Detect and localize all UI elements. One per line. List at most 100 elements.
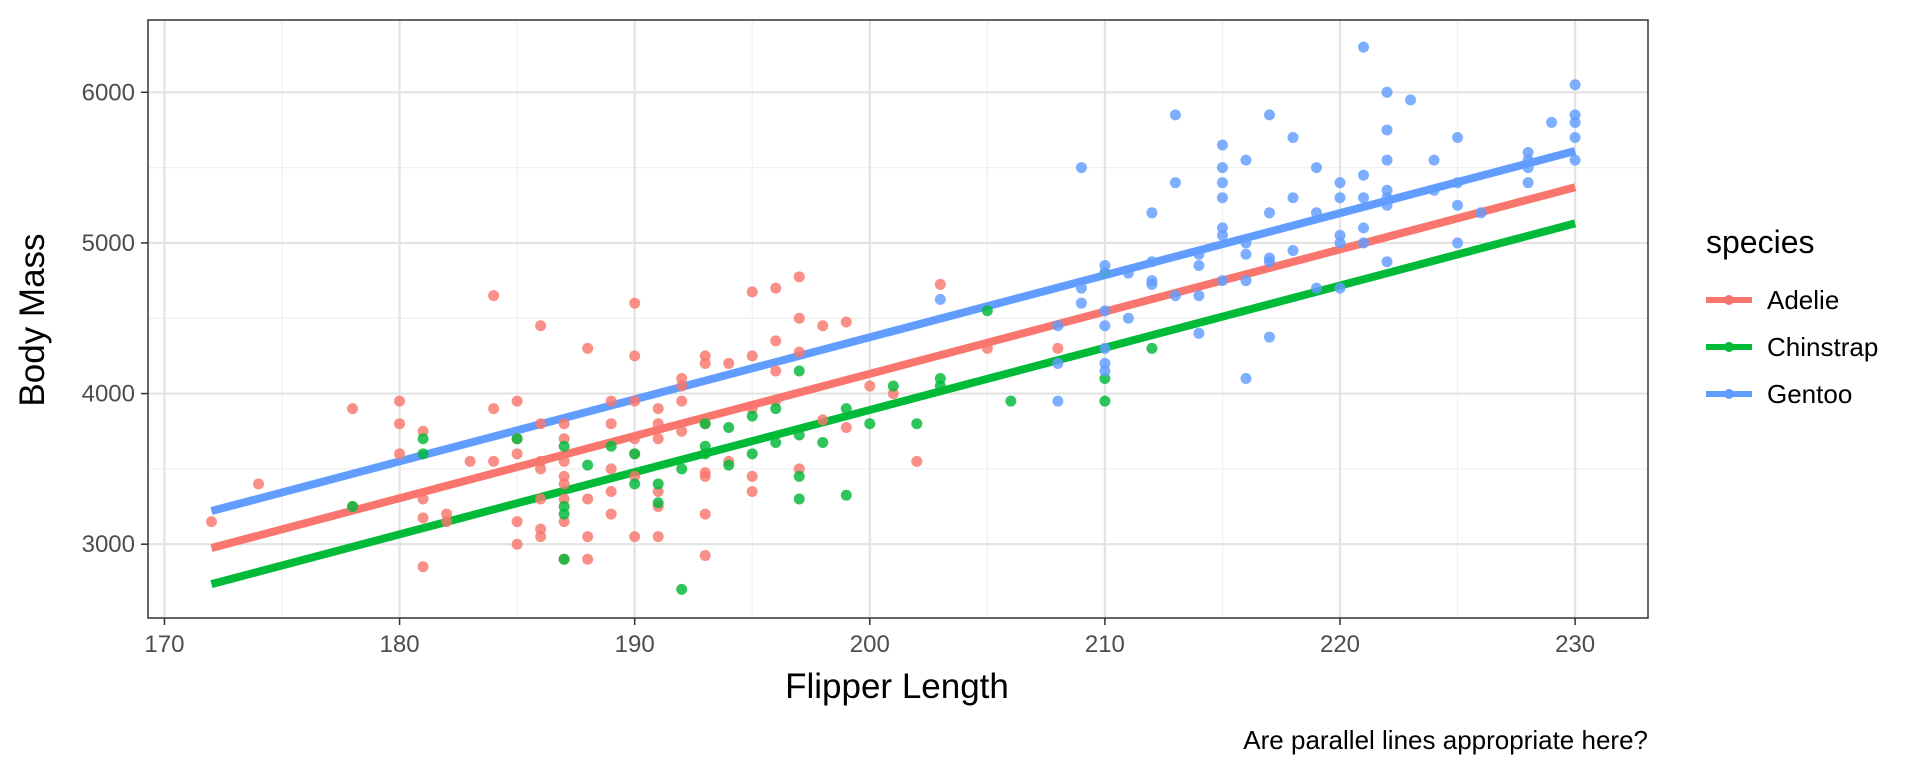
point-adelie — [817, 414, 829, 426]
point-adelie — [746, 403, 758, 415]
point-gentoo — [1216, 162, 1228, 174]
point-adelie — [605, 463, 617, 475]
point-chinstrap — [911, 418, 923, 430]
point-adelie — [605, 485, 617, 497]
point-adelie — [652, 485, 664, 497]
point-adelie — [629, 395, 641, 407]
point-adelie — [652, 403, 664, 415]
legend-item-chinstrap: Chinstrap — [1706, 332, 1878, 362]
point-adelie — [699, 350, 711, 362]
point-gentoo — [1099, 305, 1111, 317]
point-chinstrap — [934, 380, 946, 392]
point-adelie — [746, 485, 758, 497]
point-gentoo — [1099, 357, 1111, 369]
point-gentoo — [1075, 297, 1087, 309]
y-tick-label: 5000 — [82, 230, 135, 257]
point-gentoo — [1381, 256, 1393, 268]
point-adelie — [793, 312, 805, 324]
point-gentoo — [1334, 177, 1346, 189]
point-adelie — [605, 395, 617, 407]
point-gentoo — [1381, 192, 1393, 204]
point-gentoo — [1358, 41, 1370, 53]
legend-title: species — [1706, 224, 1815, 260]
point-adelie — [488, 455, 500, 467]
point-adelie — [629, 433, 641, 445]
point-adelie — [629, 297, 641, 309]
point-chinstrap — [887, 380, 899, 392]
point-adelie — [394, 418, 406, 430]
point-gentoo — [1122, 267, 1134, 279]
point-adelie — [558, 433, 570, 445]
point-chinstrap — [864, 418, 876, 430]
point-adelie — [441, 508, 453, 520]
point-gentoo — [1240, 154, 1252, 166]
point-chinstrap — [417, 433, 429, 445]
point-gentoo — [1263, 207, 1275, 219]
x-tick-label: 170 — [144, 631, 184, 658]
axes: 170 180 190 200 210 220 230 3000 4000 5000 6000 — [82, 79, 1596, 658]
point-adelie — [652, 418, 664, 430]
y-tick-label: 6000 — [82, 79, 135, 106]
point-gentoo — [1216, 139, 1228, 151]
point-gentoo — [1240, 275, 1252, 287]
point-gentoo — [1287, 192, 1299, 204]
point-adelie — [770, 365, 782, 377]
point-adelie — [511, 516, 523, 528]
point-gentoo — [1452, 237, 1464, 249]
point-gentoo — [1193, 248, 1205, 260]
point-chinstrap — [981, 305, 993, 317]
x-axis-title: Flipper Length — [785, 667, 1009, 706]
point-adelie — [558, 455, 570, 467]
point-adelie — [1052, 342, 1064, 354]
point-gentoo — [1358, 192, 1370, 204]
point-gentoo — [1216, 222, 1228, 234]
point-gentoo — [1287, 131, 1299, 143]
point-adelie — [417, 512, 429, 524]
point-gentoo — [1240, 248, 1252, 260]
legend-key-point-chinstrap — [1724, 342, 1734, 352]
point-gentoo — [1263, 331, 1275, 343]
point-chinstrap — [723, 421, 735, 433]
point-chinstrap — [770, 437, 782, 449]
point-gentoo — [1240, 372, 1252, 384]
point-gentoo — [1099, 365, 1111, 377]
point-gentoo — [1310, 207, 1322, 219]
point-adelie — [535, 531, 547, 543]
point-gentoo — [1310, 282, 1322, 294]
point-chinstrap — [746, 448, 758, 460]
point-chinstrap — [629, 448, 641, 460]
point-adelie — [887, 388, 899, 400]
point-adelie — [605, 418, 617, 430]
point-gentoo — [1569, 154, 1581, 166]
point-gentoo — [1381, 86, 1393, 98]
point-adelie — [911, 455, 923, 467]
point-adelie — [699, 508, 711, 520]
point-gentoo — [1193, 327, 1205, 339]
point-gentoo — [1263, 109, 1275, 121]
point-gentoo — [1216, 275, 1228, 287]
point-adelie — [864, 380, 876, 392]
point-gentoo — [1334, 282, 1346, 294]
point-gentoo — [1052, 357, 1064, 369]
point-gentoo — [1052, 320, 1064, 332]
point-gentoo — [1452, 131, 1464, 143]
point-adelie — [770, 282, 782, 294]
data-points — [205, 41, 1581, 595]
point-gentoo — [1428, 154, 1440, 166]
legend: species Adelie Chinstrap Gentoo — [1706, 224, 1878, 409]
point-gentoo — [1052, 395, 1064, 407]
point-gentoo — [1452, 199, 1464, 211]
point-adelie — [723, 357, 735, 369]
legend-item-adelie: Adelie — [1706, 285, 1839, 315]
point-adelie — [699, 357, 711, 369]
point-adelie — [934, 278, 946, 290]
fit-line-gentoo — [210, 147, 1577, 515]
point-adelie — [770, 335, 782, 347]
point-chinstrap — [652, 478, 664, 490]
point-gentoo — [1169, 177, 1181, 189]
point-chinstrap — [699, 448, 711, 460]
point-gentoo — [1169, 109, 1181, 121]
point-chinstrap — [699, 440, 711, 452]
point-adelie — [253, 478, 265, 490]
point-adelie — [629, 531, 641, 543]
